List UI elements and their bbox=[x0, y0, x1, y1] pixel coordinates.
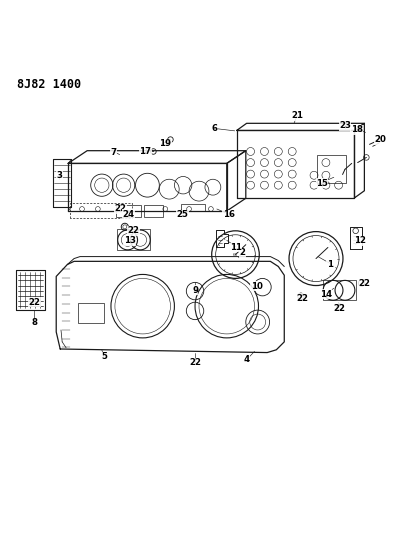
Text: 6: 6 bbox=[212, 124, 218, 133]
Text: 15: 15 bbox=[316, 179, 328, 188]
Text: 22: 22 bbox=[28, 298, 41, 306]
Text: 25: 25 bbox=[176, 211, 188, 220]
Text: 3: 3 bbox=[57, 171, 62, 180]
Text: 22: 22 bbox=[296, 294, 308, 303]
Text: 1: 1 bbox=[327, 260, 333, 269]
Bar bbox=[117, 229, 150, 250]
Text: 60: 60 bbox=[233, 253, 238, 256]
Bar bbox=[181, 204, 205, 211]
Text: 5: 5 bbox=[101, 352, 107, 361]
Text: 22: 22 bbox=[334, 304, 346, 313]
Text: 11: 11 bbox=[230, 243, 242, 252]
Text: 8J82 1400: 8J82 1400 bbox=[17, 78, 81, 91]
Text: 22: 22 bbox=[189, 358, 201, 367]
Bar bbox=[144, 205, 163, 216]
Text: 4: 4 bbox=[244, 355, 250, 364]
Text: 2: 2 bbox=[240, 248, 246, 257]
Text: 23: 23 bbox=[339, 121, 351, 130]
Text: 22: 22 bbox=[128, 227, 140, 235]
Text: 8: 8 bbox=[31, 318, 37, 327]
Text: 22: 22 bbox=[115, 205, 127, 214]
Text: 13: 13 bbox=[124, 236, 136, 245]
Text: 17: 17 bbox=[139, 147, 152, 156]
Text: 10: 10 bbox=[251, 282, 262, 291]
Text: 21: 21 bbox=[291, 111, 303, 120]
Text: 16: 16 bbox=[223, 211, 235, 220]
Text: 24: 24 bbox=[123, 209, 135, 219]
Text: 7: 7 bbox=[111, 148, 117, 157]
Bar bbox=[78, 303, 104, 323]
Bar bbox=[317, 155, 346, 183]
Text: 20: 20 bbox=[375, 135, 386, 144]
Bar bbox=[323, 280, 357, 300]
Text: 9: 9 bbox=[192, 286, 198, 295]
Text: 18: 18 bbox=[351, 125, 363, 134]
Text: 14: 14 bbox=[320, 290, 332, 299]
Bar bbox=[116, 205, 142, 216]
Text: 19: 19 bbox=[159, 139, 171, 148]
Text: 12: 12 bbox=[354, 236, 366, 245]
Text: 22: 22 bbox=[359, 279, 371, 288]
